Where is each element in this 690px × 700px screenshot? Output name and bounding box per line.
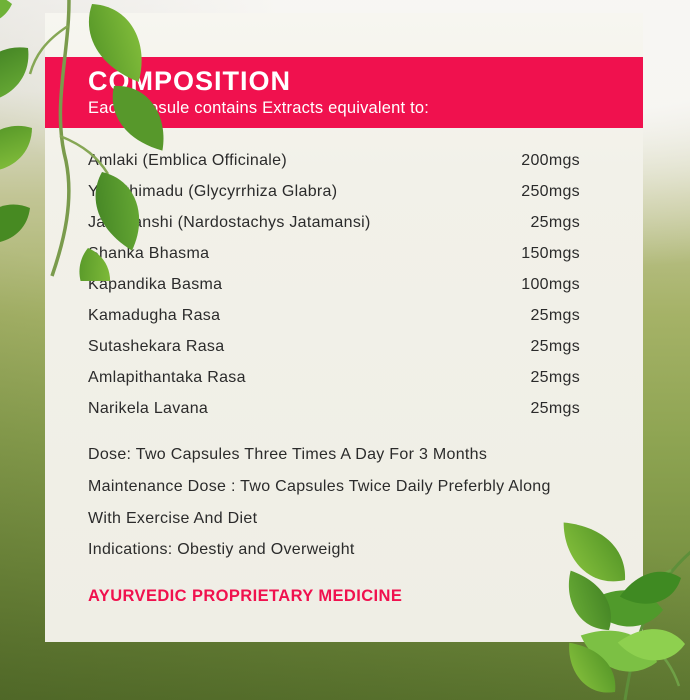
ingredient-amount: 25mgs — [530, 213, 580, 231]
ingredient-list: Amlaki (Emblica Officinale) 200mgs Yasht… — [88, 145, 580, 424]
ingredient-row: Amlaki (Emblica Officinale) 200mgs — [88, 145, 580, 176]
ingredient-row: Kapandika Basma 100mgs — [88, 269, 580, 300]
ingredient-row: Sutashekara Rasa 25mgs — [88, 331, 580, 362]
ingredient-amount: 25mgs — [530, 399, 580, 417]
ingredient-name: Kapandika Basma — [88, 275, 223, 293]
ingredient-name: Shanka Bhasma — [88, 244, 210, 262]
ingredient-row: Narikela Lavana 25mgs — [88, 393, 580, 424]
ingredient-amount: 150mgs — [521, 244, 580, 262]
ingredient-row: Amlapithantaka Rasa 25mgs — [88, 362, 580, 393]
ingredient-name: Sutashekara Rasa — [88, 337, 225, 355]
ingredient-amount: 25mgs — [530, 306, 580, 324]
composition-header-banner: COMPOSITION Each capsule contains Extrac… — [45, 57, 643, 128]
maintenance-dose-line-2: With Exercise And Diet — [88, 510, 258, 527]
composition-card: COMPOSITION Each capsule contains Extrac… — [45, 13, 643, 642]
ingredient-row: Yashthimadu (Glycyrrhiza Glabra) 250mgs — [88, 176, 580, 207]
indications-line: Indications: Obestiy and Overweight — [88, 541, 355, 558]
maintenance-dose-line-1: Maintenance Dose : Two Capsules Twice Da… — [88, 478, 551, 495]
ingredient-row: Kamadugha Rasa 25mgs — [88, 300, 580, 331]
ingredient-name: Kamadugha Rasa — [88, 306, 221, 324]
ingredient-name: Jatamanshi (Nardostachys Jatamansi) — [88, 213, 371, 231]
dosage-section: Dose: Two Capsules Three Times A Day For… — [88, 439, 608, 565]
ingredient-amount: 250mgs — [521, 182, 580, 200]
ingredient-amount: 25mgs — [530, 368, 580, 386]
ingredient-amount: 200mgs — [521, 151, 580, 169]
composition-title: COMPOSITION — [88, 66, 292, 97]
ingredient-row: Jatamanshi (Nardostachys Jatamansi) 25mg… — [88, 207, 580, 238]
ingredient-row: Shanka Bhasma 150mgs — [88, 238, 580, 269]
ingredient-name: Narikela Lavana — [88, 399, 209, 417]
ingredient-name: Yashthimadu (Glycyrrhiza Glabra) — [88, 182, 338, 200]
composition-subtitle: Each capsule contains Extracts equivalen… — [88, 98, 430, 117]
ingredient-amount: 25mgs — [530, 337, 580, 355]
ingredient-amount: 100mgs — [521, 275, 580, 293]
dose-line: Dose: Two Capsules Three Times A Day For… — [88, 446, 488, 463]
ingredient-name: Amlaki (Emblica Officinale) — [88, 151, 287, 169]
ingredient-name: Amlapithantaka Rasa — [88, 368, 246, 386]
ayurvedic-proprietary-medicine-label: AYURVEDIC PROPRIETARY MEDICINE — [88, 587, 403, 605]
